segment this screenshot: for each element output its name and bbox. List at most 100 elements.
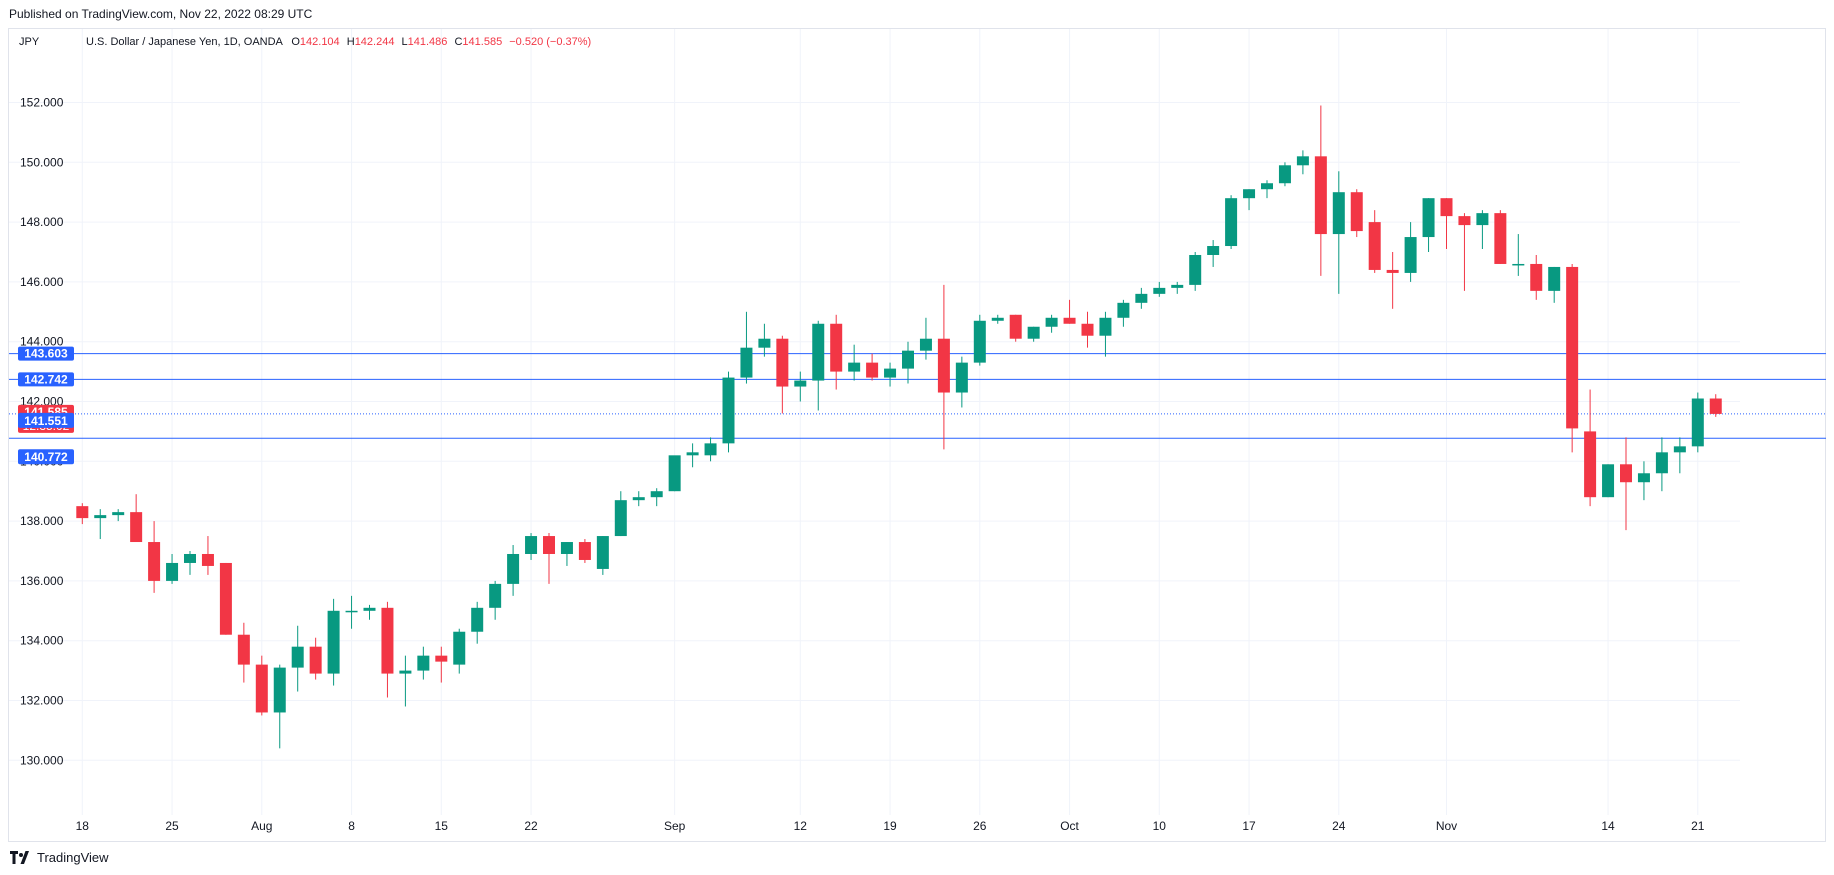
legend-h-label: H [347,36,355,48]
candle [1117,299,1130,327]
candle [435,646,448,683]
candle-body [112,512,125,516]
tradingview-logo-icon [10,851,29,864]
candle [363,604,376,620]
candle-body [76,506,89,519]
candle [1027,326,1040,342]
candle [758,323,771,357]
candle-body [1368,222,1381,270]
candle-body [1386,269,1399,273]
candle [148,521,161,593]
candle-body [1476,213,1489,226]
legend-h-value: 142.244 [355,36,395,48]
candle-body [363,607,376,611]
candle [345,595,358,629]
candle-body [1691,398,1704,447]
y-tick-label: 136.000 [20,574,64,588]
candle [1386,252,1399,309]
candle [650,488,663,507]
price-tag-upper: 143.603 [18,346,74,361]
candle-body [1243,189,1256,199]
candle-body [1512,263,1525,266]
candle [955,356,968,408]
candle-body [1602,464,1615,498]
candle-body [1422,198,1435,238]
price-tag-mid-bg [18,372,74,387]
candle-body [166,562,179,581]
candle-body [1584,431,1597,498]
candle [884,362,897,387]
candle [184,551,196,575]
candle [1135,287,1148,309]
candle-body [1261,183,1273,190]
price-tag-upper-text: 143.603 [24,347,68,361]
price-tag-bid-bg [18,412,74,428]
candle [1225,195,1238,250]
candle-body [1171,284,1184,288]
candle-body [758,338,771,348]
legend-o-value: 142.104 [300,36,340,48]
candle-body [686,452,699,456]
candle-body [148,542,161,581]
y-tick-label: 144.000 [20,335,64,349]
candle [1422,198,1435,252]
candle-body [1673,446,1686,453]
x-tick-label: 12 [794,819,808,833]
candle [237,622,250,683]
candle [1476,210,1489,250]
candle-body [902,350,914,369]
candle-body [1332,192,1345,235]
candle [614,491,627,537]
candle [686,443,699,468]
candle-body [1404,237,1417,273]
horizontal-lines [9,353,1826,439]
candle-body [507,553,520,584]
candle-body [435,655,448,662]
candle [130,494,143,543]
candle [1548,266,1561,303]
candle-body [471,607,484,632]
candle [453,628,466,674]
candle-body [417,655,430,671]
x-tick-label: Nov [1436,819,1457,833]
candle-body [866,362,879,378]
candle [1602,464,1615,498]
candle-body [1637,473,1650,483]
symbol-legend: JPY U.S. Dollar / Japanese Yen, 1D, OAND… [19,36,591,48]
candle [166,553,179,584]
legend-description: U.S. Dollar / Japanese Yen, 1D, OANDA [86,36,284,48]
price-tag-bid: 141.551 [18,412,74,428]
legend-o-label: O [291,36,300,48]
candle [1691,392,1704,453]
x-axis: 18 25 Aug 8 15 22 Sep 12 19 26 Oct 10 17 24 Nov 14 21 [76,819,1705,833]
candle-body [1189,254,1202,285]
candle [1207,240,1220,267]
candle-body [1566,266,1579,429]
candle [219,562,232,635]
x-tick-label: 22 [524,819,538,833]
candle [1494,210,1507,264]
candle-body [560,542,573,554]
candle-body [991,317,1004,321]
candle-body [1655,452,1668,474]
candle-body [578,542,591,560]
price-tags: 143.603142.742141.58512:35:02141.551140.… [18,346,74,465]
candle-body [704,443,717,456]
candle-body [1153,287,1166,294]
candle-body [668,455,681,492]
candle [1673,437,1686,474]
chart-frame [8,28,1826,842]
candle-body [937,338,950,393]
candle [1063,299,1076,324]
candle [1261,180,1273,199]
candle [1404,222,1417,282]
x-tick-label: 8 [348,819,355,833]
y-tick-label: 130.000 [20,753,64,767]
candle [812,320,825,411]
candle [596,536,609,575]
candle-body [219,562,232,635]
candle [722,371,735,453]
candle [560,542,573,566]
candle-body [1099,317,1112,336]
